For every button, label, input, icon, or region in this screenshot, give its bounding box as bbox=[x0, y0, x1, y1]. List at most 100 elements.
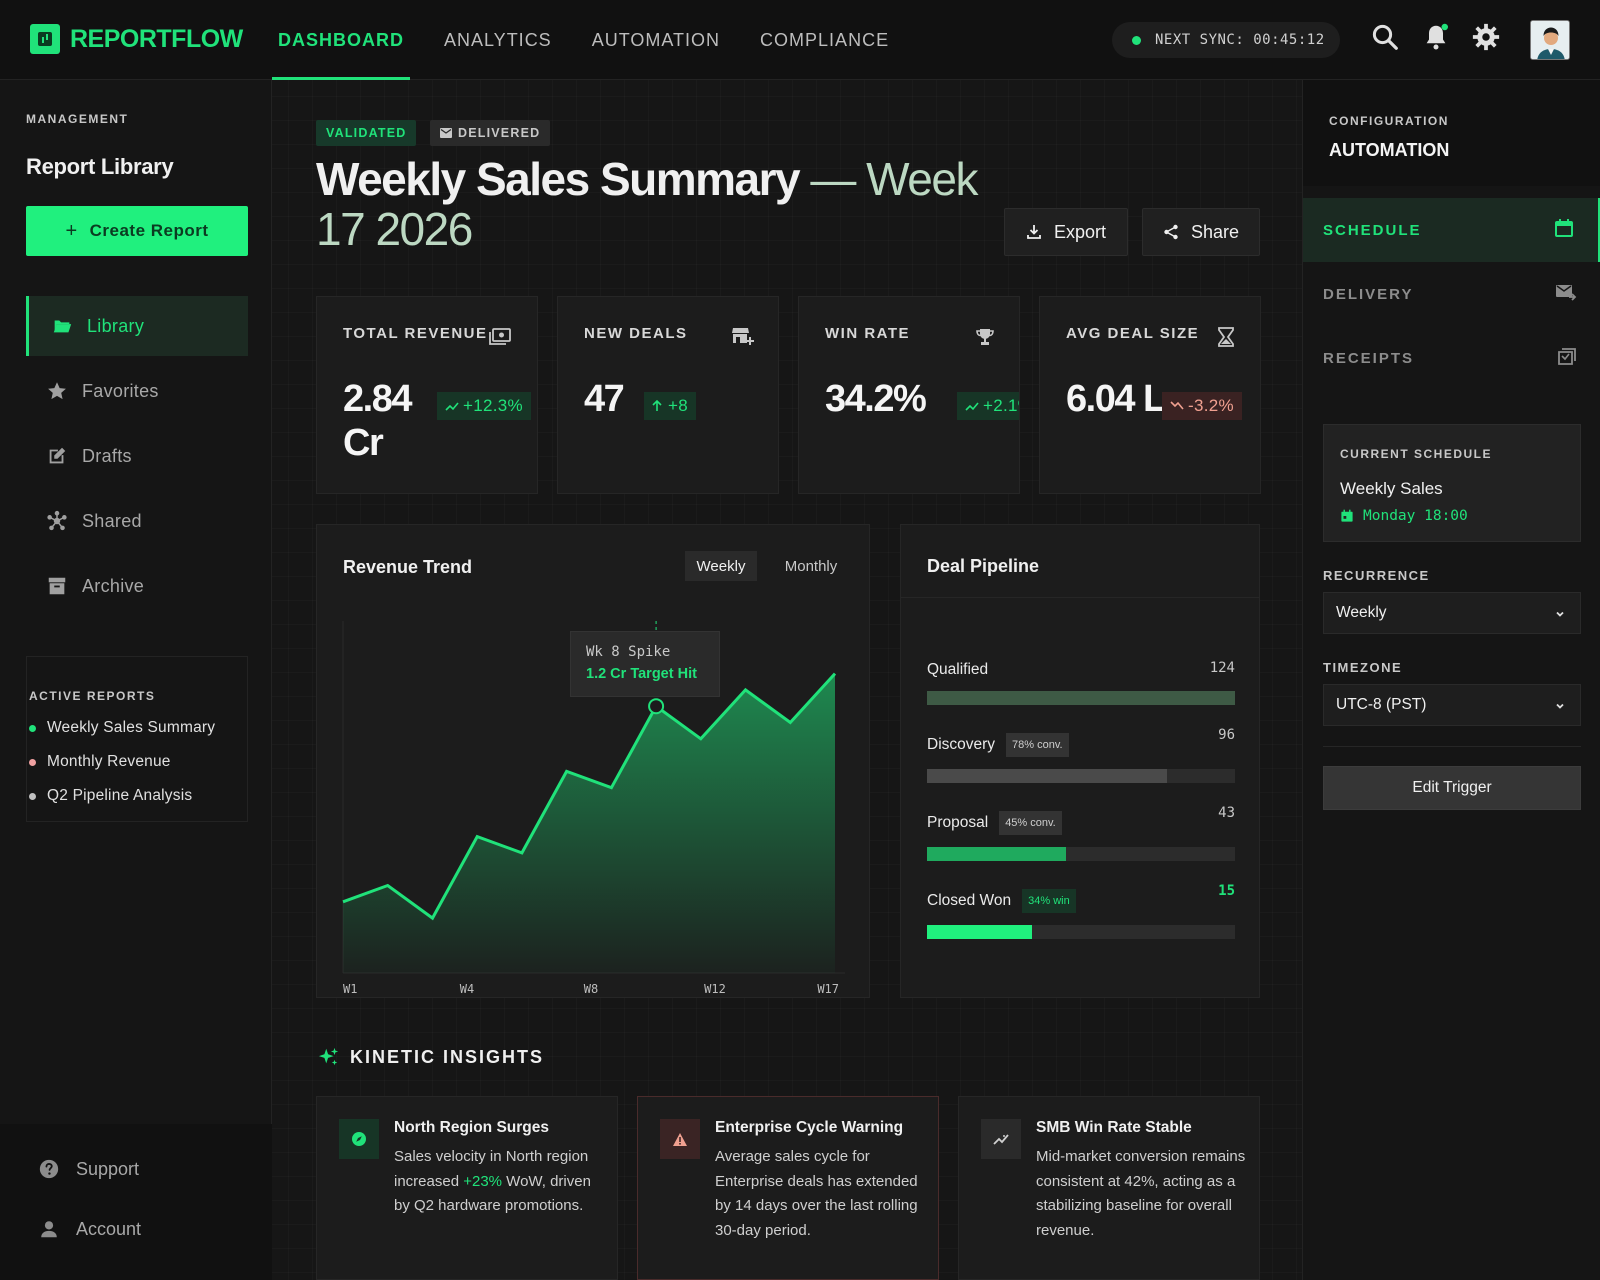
star-icon bbox=[48, 382, 66, 400]
kpi-delta-badge: -3.2% bbox=[1162, 392, 1242, 420]
download-icon bbox=[1027, 225, 1041, 239]
sidebar-item-support[interactable]: Support bbox=[38, 1158, 139, 1180]
config-title: AUTOMATION bbox=[1329, 140, 1450, 160]
config-tab-label: SCHEDULE bbox=[1323, 221, 1422, 239]
hourglass-icon bbox=[1218, 327, 1234, 347]
conversion-tag: 45% conv. bbox=[999, 811, 1062, 835]
schedule-time-label: Monday 18:00 bbox=[1363, 508, 1468, 524]
hub-icon bbox=[47, 510, 67, 531]
trend-icon bbox=[981, 1119, 1021, 1159]
sidebar-title: Report Library bbox=[26, 154, 174, 179]
main-nav: DASHBOARD ANALYTICS AUTOMATION COMPLIANC… bbox=[272, 0, 923, 80]
active-report-item[interactable]: Q2 Pipeline Analysis bbox=[29, 787, 247, 805]
plus-icon: + bbox=[65, 219, 78, 242]
kpi-avg-deal-size[interactable]: AVG DEAL SIZE 6.04 L -3.2% bbox=[1039, 296, 1261, 494]
sync-status: NEXT SYNC: 00:45:12 bbox=[1112, 22, 1340, 58]
active-report-item[interactable]: Weekly Sales Summary bbox=[29, 719, 247, 737]
kpi-delta: -3.2% bbox=[1188, 396, 1234, 415]
tab-automation[interactable]: AUTOMATION bbox=[591, 29, 721, 50]
config-divider bbox=[1323, 746, 1581, 747]
notifications-icon[interactable] bbox=[1421, 22, 1451, 52]
share-button[interactable]: Share bbox=[1142, 208, 1260, 256]
deal-pipeline-panel: Deal Pipeline Qualified 124 Discovery 78%… bbox=[900, 524, 1260, 998]
tab-compliance[interactable]: COMPLIANCE bbox=[760, 29, 890, 50]
tab-dashboard[interactable]: DASHBOARD bbox=[272, 0, 410, 80]
stage-name: Proposal 45% conv. bbox=[927, 811, 1062, 835]
insight-card-smb-win-rate[interactable]: SMB Win Rate Stable Mid-market conversio… bbox=[958, 1096, 1260, 1280]
kpi-win-rate[interactable]: WIN RATE 34.2% +2.1% bbox=[798, 296, 1020, 494]
create-report-button[interactable]: + Create Report bbox=[26, 206, 248, 256]
stage-count: 43 bbox=[1218, 805, 1235, 821]
config-panel: CONFIGURATION AUTOMATION SCHEDULE DELIVE… bbox=[1302, 80, 1600, 1280]
page-title: Weekly Sales Summary — Week 17 2026 bbox=[316, 154, 1016, 254]
active-reports: ACTIVE REPORTS Weekly Sales Summary Mont… bbox=[26, 656, 248, 822]
user-avatar-icon bbox=[1531, 21, 1569, 59]
revenue-line bbox=[342, 672, 837, 921]
stage-bar-fill bbox=[927, 691, 1235, 705]
insight-highlight: +23% bbox=[463, 1172, 503, 1190]
conversion-tag: 78% conv. bbox=[1006, 733, 1069, 757]
payments-icon bbox=[489, 328, 511, 345]
active-report-label: Q2 Pipeline Analysis bbox=[47, 787, 193, 804]
config-tab-receipts[interactable]: RECEIPTS bbox=[1303, 326, 1600, 390]
stage-name: Qualified bbox=[927, 661, 988, 679]
revenue-trend-chart[interactable]: W1 W4 W8 W12 W17 bbox=[317, 525, 871, 999]
toggle-weekly[interactable]: Weekly bbox=[685, 551, 757, 581]
revenue-trend-title: Revenue Trend bbox=[343, 557, 473, 577]
sidebar-item-library[interactable]: Library bbox=[26, 296, 248, 356]
sidebar-item-favorites[interactable]: Favorites bbox=[26, 361, 248, 421]
stage-name: Discovery 78% conv. bbox=[927, 733, 1069, 757]
status-dot bbox=[29, 758, 36, 766]
active-report-item[interactable]: Monthly Revenue bbox=[29, 753, 247, 771]
toggle-monthly[interactable]: Monthly bbox=[784, 557, 838, 575]
arrow-up-icon bbox=[652, 400, 662, 411]
insight-card-enterprise-warning[interactable]: Enterprise Cycle Warning Average sales c… bbox=[637, 1096, 939, 1280]
x-tick-label: W1 bbox=[343, 982, 357, 996]
recurrence-select[interactable]: Weekly bbox=[1323, 592, 1581, 634]
sidebar-eyebrow: MANAGEMENT bbox=[26, 112, 129, 126]
sidebar-item-account[interactable]: Account bbox=[38, 1218, 141, 1240]
receipt-icon bbox=[1558, 348, 1576, 365]
settings-icon[interactable] bbox=[1471, 22, 1501, 52]
timezone-select[interactable]: UTC-8 (PST) bbox=[1323, 684, 1581, 726]
insight-body: Mid-market conversion remains consistent… bbox=[1036, 1148, 1246, 1239]
panel-divider bbox=[901, 597, 1259, 598]
tab-analytics[interactable]: ANALYTICS bbox=[444, 29, 552, 50]
search-icon[interactable] bbox=[1370, 22, 1400, 52]
config-tab-delivery[interactable]: DELIVERY bbox=[1303, 262, 1600, 326]
stage-label: Qualified bbox=[927, 661, 989, 678]
timezone-label: TIMEZONE bbox=[1323, 660, 1403, 675]
revenue-trend-panel: Revenue Trend Weekly Monthly W1 W4 W8 W12 W1… bbox=[316, 524, 870, 998]
sidebar-item-archive[interactable]: Archive bbox=[26, 556, 248, 616]
sidebar-item-shared[interactable]: Shared bbox=[26, 491, 248, 551]
data-point[interactable] bbox=[648, 698, 665, 715]
kpi-new-deals[interactable]: NEW DEALS 47 +8 bbox=[557, 296, 779, 494]
chart-tooltip: Wk 8 Spike 1.2 Cr Target Hit bbox=[570, 631, 720, 697]
insight-title: North Region Surges bbox=[394, 1119, 550, 1136]
kpi-total-revenue[interactable]: TOTAL REVENUE 2.84 Cr +12.3% bbox=[316, 296, 538, 494]
config-tab-schedule[interactable]: SCHEDULE bbox=[1303, 198, 1600, 262]
recurrence-value: Weekly bbox=[1336, 604, 1387, 621]
timezone-value: UTC-8 (PST) bbox=[1336, 696, 1427, 713]
insight-card-north-region[interactable]: North Region Surges Sales velocity in No… bbox=[316, 1096, 618, 1280]
schedule-name: Weekly Sales bbox=[1340, 479, 1443, 498]
stage-bar-fill bbox=[927, 847, 1066, 861]
kpi-label: AVG DEAL SIZE bbox=[1066, 325, 1200, 342]
sidebar-footer: Support Account bbox=[0, 1124, 272, 1280]
chevron-down-icon bbox=[1556, 703, 1564, 709]
app-logo[interactable]: REPORTFLOW bbox=[30, 24, 243, 54]
sidebar-item-drafts[interactable]: Drafts bbox=[26, 426, 248, 486]
kpi-delta: +8 bbox=[668, 396, 688, 415]
page-title-week: — Week 17 2026 bbox=[316, 153, 978, 255]
export-button[interactable]: Export bbox=[1004, 208, 1128, 256]
schedule-time: Monday 18:00 bbox=[1340, 508, 1468, 524]
kpi-label: TOTAL REVENUE bbox=[343, 325, 488, 342]
insights-heading: KINETIC INSIGHTS bbox=[318, 1046, 544, 1068]
stage-count: 124 bbox=[1209, 660, 1235, 676]
stage-bar-fill bbox=[927, 769, 1168, 783]
edit-trigger-button[interactable]: Edit Trigger bbox=[1323, 766, 1581, 810]
support-label: Support bbox=[76, 1158, 140, 1179]
avatar[interactable] bbox=[1530, 20, 1570, 60]
sidebar-item-label: Library bbox=[87, 315, 145, 336]
kpi-label: WIN RATE bbox=[825, 325, 911, 342]
